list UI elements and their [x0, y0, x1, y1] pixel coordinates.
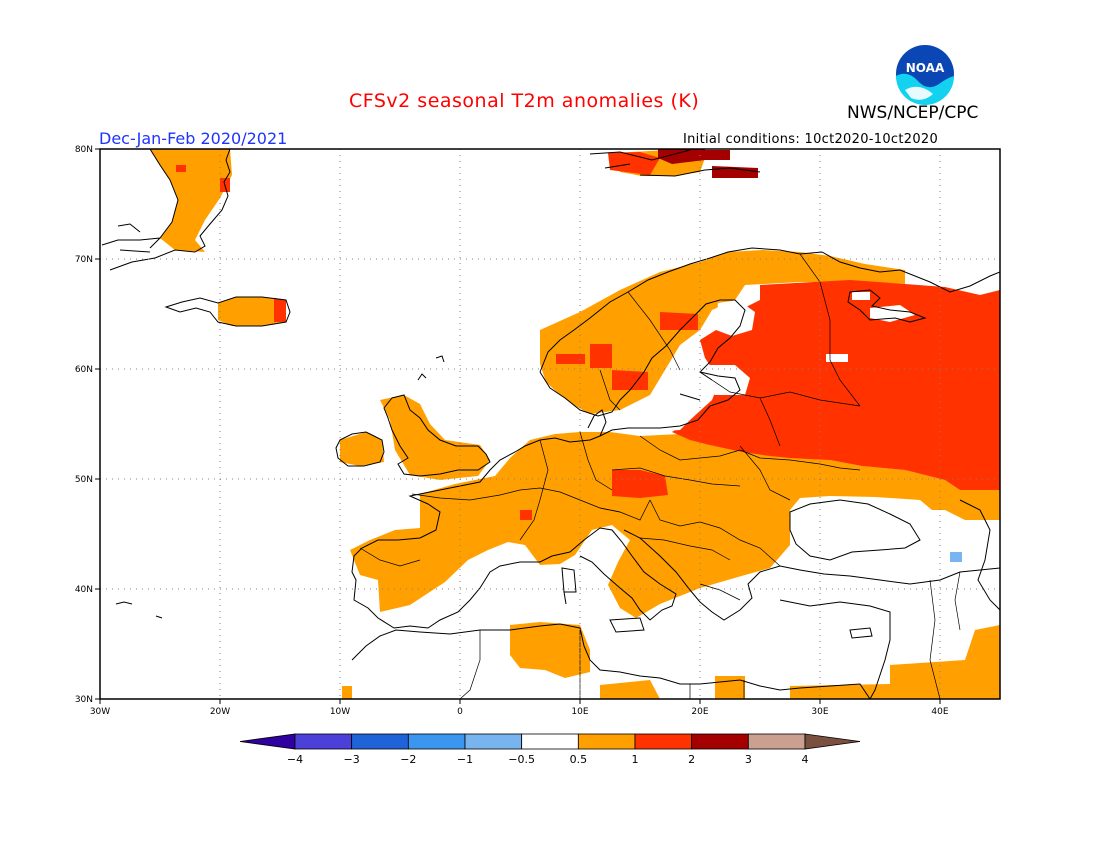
tick-marks	[95, 148, 941, 704]
latitude-labels: 80N 70N 60N 50N 40N 30N	[75, 145, 93, 705]
colorbar-segment	[804, 733, 861, 750]
colorbar-tick-label: −3	[344, 753, 360, 766]
colorbar-tick-label: 3	[745, 753, 752, 766]
forecast-period: Dec-Jan-Feb 2020/2021	[99, 129, 288, 148]
colorbar-tick-label: 1	[632, 753, 639, 766]
colorbar-tick-label: −4	[287, 753, 303, 766]
colorbar-segment	[747, 733, 806, 750]
colorbar-segment	[521, 733, 579, 750]
colorbar-tick-label: 2	[688, 753, 695, 766]
lon-label: 10W	[330, 707, 350, 717]
colorbar-segment	[351, 733, 409, 750]
colorbar-segment	[691, 733, 749, 750]
colorbar-tick-label: −2	[400, 753, 416, 766]
map-frame	[99, 148, 1001, 700]
colorbar-tick-label: 0.5	[570, 753, 588, 766]
lon-label: 30W	[90, 707, 110, 717]
lat-label: 40N	[75, 585, 93, 595]
colorbar-tick-label: 4	[802, 753, 809, 766]
colorbar-segment	[577, 733, 636, 750]
colorbar: −4 −3 −2 −1 −0.5 0.5 1 2 3 4	[239, 733, 861, 766]
colorbar-segment	[294, 733, 353, 750]
initial-conditions: Initial conditions: 10ct2020-10ct2020	[683, 132, 939, 147]
svg-text:NOAA: NOAA	[906, 61, 945, 75]
longitude-labels: 30W 20W 10W 0 10E 20E 30E 40E	[90, 707, 949, 717]
country-borders	[359, 253, 961, 699]
anomaly-negative-fill	[950, 552, 962, 562]
lon-label: 10E	[571, 707, 588, 717]
colorbar-segment	[634, 733, 693, 750]
lat-label: 60N	[75, 365, 93, 375]
lat-label: 50N	[75, 475, 93, 485]
anomaly-1-2-fill	[176, 152, 1000, 520]
colorbar-tick-label: −1	[457, 753, 473, 766]
lon-label: 20E	[691, 707, 708, 717]
graticule	[100, 149, 1000, 699]
map-title: CFSv2 seasonal T2m anomalies (K)	[349, 90, 700, 112]
lat-label: 80N	[75, 145, 93, 155]
coastlines	[101, 149, 1000, 699]
colorbar-tick-label: −0.5	[508, 753, 535, 766]
colorbar-segment	[407, 733, 466, 750]
map-plot-area	[100, 149, 1000, 699]
lat-label: 70N	[75, 255, 93, 265]
lon-label: 0	[457, 707, 463, 717]
noaa-logo: NOAA	[894, 43, 956, 105]
organization-label: NWS/NCEP/CPC	[847, 103, 979, 123]
lon-label: 20W	[210, 707, 230, 717]
lon-label: 30E	[811, 707, 828, 717]
colorbar-segment	[239, 733, 296, 750]
lat-label: 30N	[75, 695, 93, 705]
colorbar-segment	[464, 733, 523, 750]
lon-label: 40E	[931, 707, 948, 717]
